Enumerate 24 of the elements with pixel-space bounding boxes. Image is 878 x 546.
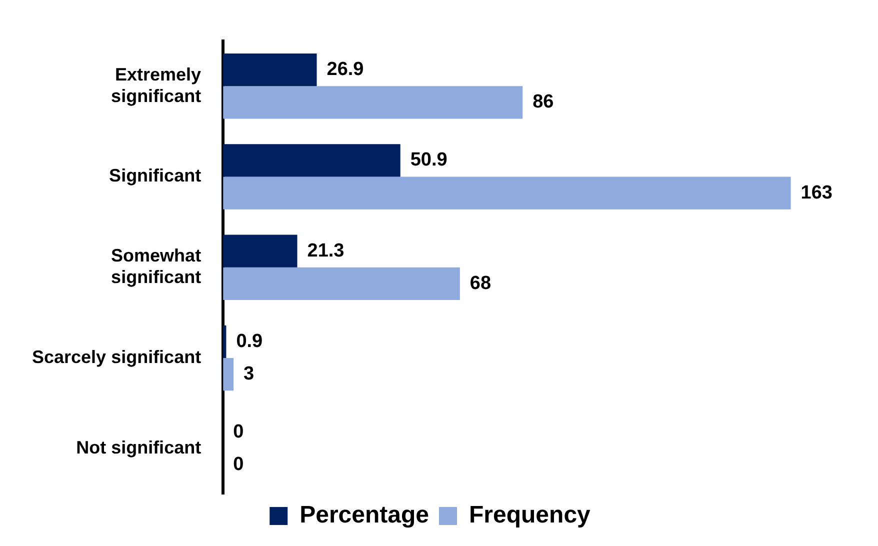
y-tick-label: Somewhat significant [111, 246, 202, 288]
data-label: 86 [532, 92, 554, 113]
bar [223, 53, 317, 86]
data-label: 3 [244, 364, 254, 385]
data-label: 0 [233, 422, 244, 443]
y-tick-label: Extremely significant [111, 64, 202, 106]
y-tick-label: Significant [109, 166, 202, 186]
y-tick-label: Not significant [76, 438, 202, 458]
y-tick-label: Scarcely significant [32, 347, 202, 368]
bar [223, 267, 460, 300]
data-label: 21.3 [307, 240, 344, 262]
legend-label: Percentage [300, 502, 430, 529]
data-label: 68 [470, 272, 492, 294]
data-label: 0.9 [236, 330, 263, 352]
data-label: 0 [233, 454, 244, 476]
bar [223, 86, 523, 119]
data-label: 26.9 [326, 59, 364, 80]
bar [223, 234, 298, 268]
data-label: 163 [800, 182, 832, 204]
bar [223, 144, 400, 177]
data-label: 50.9 [410, 150, 448, 171]
bar [223, 358, 234, 391]
bar [223, 176, 791, 210]
legend-label: Frequency [469, 502, 592, 529]
